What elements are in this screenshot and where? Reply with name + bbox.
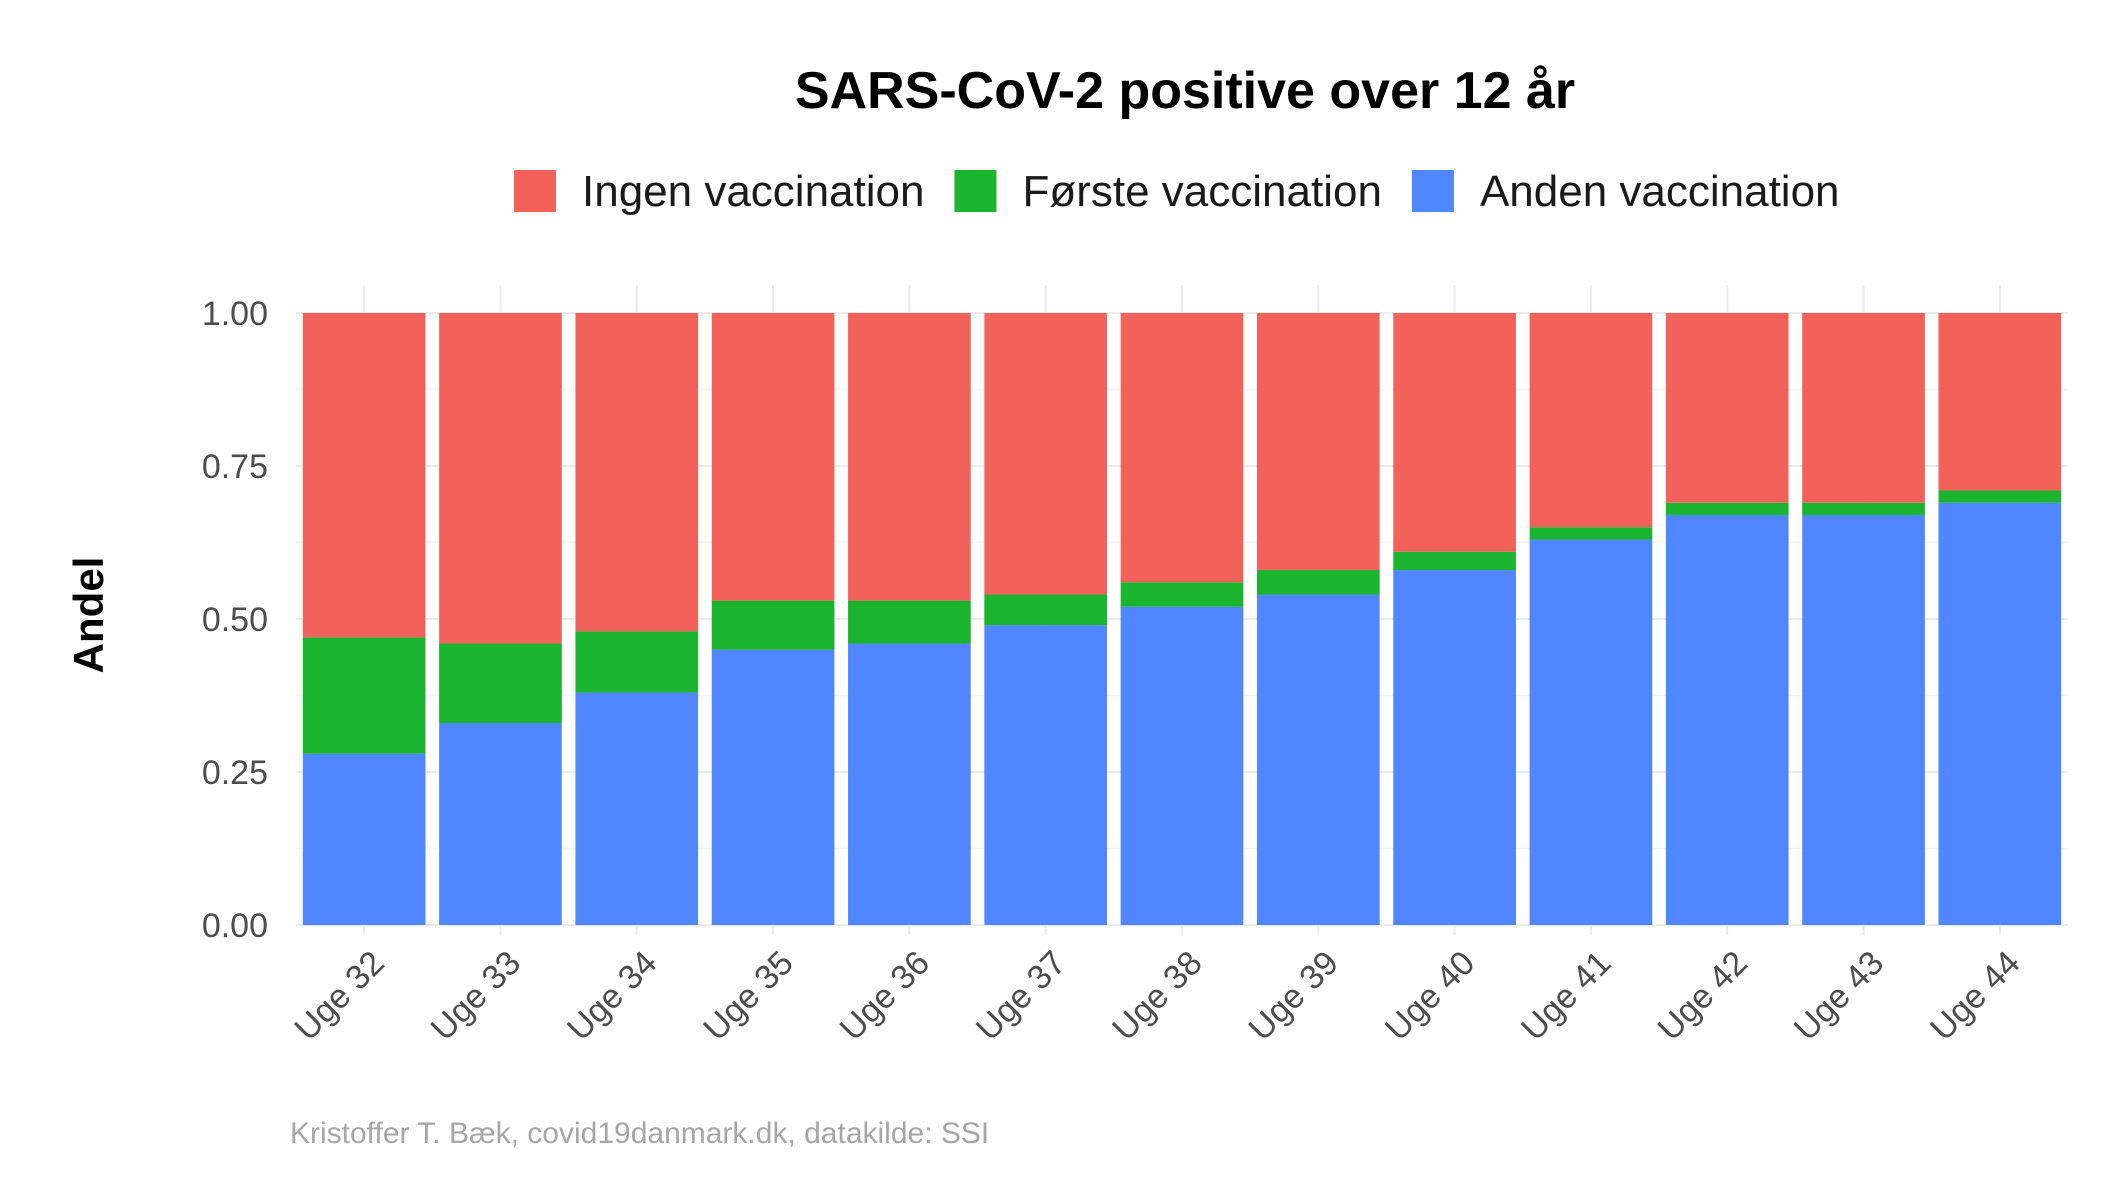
- x-tick-label: Uge 43: [1787, 944, 1891, 1048]
- bar-segment: [1665, 313, 1789, 503]
- x-tick-label: Uge 36: [833, 944, 937, 1048]
- x-tick-label: Uge 41: [1514, 944, 1618, 1048]
- bar-segment: [848, 643, 971, 925]
- bar-segment: [575, 631, 699, 693]
- bar-segment: [1529, 313, 1653, 528]
- bar-segment: [302, 753, 426, 925]
- x-tick-label: Uge 38: [1105, 944, 1209, 1048]
- x-tick-label: Uge 42: [1650, 944, 1754, 1048]
- bar-segment: [1938, 502, 2062, 925]
- y-tick-label: 0.25: [202, 754, 268, 792]
- bar-segment: [984, 313, 1108, 595]
- bar-segment: [1665, 514, 1789, 925]
- caption: Kristoffer T. Bæk, covid19danmark.dk, da…: [290, 1117, 989, 1150]
- x-tick-label: Uge 34: [560, 944, 664, 1048]
- x-tick-label: Uge 33: [424, 944, 528, 1048]
- bar-segment: [439, 313, 562, 644]
- bar-segment: [984, 625, 1108, 925]
- x-tick-label: Uge 44: [1923, 944, 2027, 1048]
- bar-segment: [1393, 313, 1516, 552]
- y-tick-label: 0.50: [202, 601, 268, 639]
- legend-label: Ingen vaccination: [582, 167, 924, 216]
- x-tick-label: Uge 40: [1378, 944, 1482, 1048]
- legend-label: Første vaccination: [1022, 167, 1381, 216]
- bar-segment: [1120, 606, 1244, 925]
- bar-segment: [1529, 527, 1653, 540]
- bar-segment: [302, 637, 426, 754]
- x-tick-label: Uge 35: [696, 944, 800, 1048]
- bar-segment: [1938, 490, 2062, 503]
- bar-segment: [1256, 594, 1380, 925]
- legend-key: [1411, 170, 1454, 212]
- bar-segment: [848, 600, 971, 644]
- bar-segment: [1802, 502, 1925, 515]
- bar-segment: [711, 649, 835, 925]
- legend-key: [954, 170, 997, 212]
- y-tick-label: 0.75: [202, 448, 268, 486]
- bar-segment: [575, 692, 699, 925]
- bar-segment: [1802, 514, 1925, 925]
- bar-segment: [302, 313, 426, 638]
- y-tick-label: 0.00: [202, 907, 268, 945]
- bar-segment: [711, 313, 835, 601]
- bars: [302, 313, 2062, 925]
- x-axis-ticks: Uge 32 Uge 33 Uge 34 Uge 35 Uge 36 Uge 37 Uge …: [287, 944, 2027, 1048]
- y-axis-ticks: 0.00 0.25 0.50 0.75 1.00: [202, 295, 268, 945]
- bar-segment: [1120, 582, 1244, 607]
- bar-segment: [711, 600, 835, 650]
- bar-segment: [1665, 502, 1789, 515]
- bar-segment: [1256, 313, 1380, 571]
- legend-label: Anden vaccination: [1480, 167, 1840, 216]
- bar-segment: [1256, 570, 1380, 595]
- bar-segment: [1393, 570, 1516, 925]
- legend: Ingen vaccination Første vaccination Anden…: [514, 167, 1840, 216]
- x-tick-label: Uge 37: [969, 944, 1073, 1048]
- chart-title: SARS-CoV-2 positive over 12 år: [795, 62, 1575, 120]
- bar-segment: [575, 313, 699, 632]
- x-tick-label: Uge 32: [287, 944, 391, 1048]
- bar-segment: [848, 313, 971, 601]
- bar-segment: [1393, 551, 1516, 571]
- bar-segment: [1529, 539, 1653, 925]
- bar-segment: [439, 723, 562, 925]
- bar-segment: [1938, 313, 2062, 491]
- bar-segment: [1120, 313, 1244, 583]
- bar-segment: [439, 643, 562, 724]
- x-tick-label: Uge 39: [1242, 944, 1346, 1048]
- y-axis-label: Andel: [65, 557, 112, 674]
- bar-segment: [984, 594, 1108, 626]
- legend-key: [514, 170, 556, 212]
- y-tick-label: 1.00: [202, 295, 268, 333]
- bar-segment: [1802, 313, 1925, 503]
